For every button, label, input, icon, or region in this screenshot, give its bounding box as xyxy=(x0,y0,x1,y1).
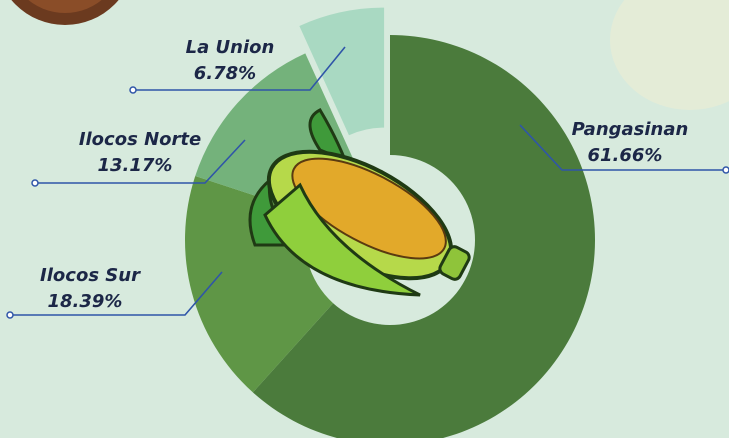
category-label: Ilocos Norte xyxy=(79,129,201,150)
leader-line xyxy=(133,46,346,91)
background-shape xyxy=(610,0,729,110)
leader-dot xyxy=(722,166,729,174)
labels: Pangasinan 61.66% Ilocos Sur 18.39% Ilocos N… xyxy=(6,37,729,319)
corn-illustration xyxy=(248,108,471,297)
leader-dot xyxy=(31,179,39,187)
leader-dot xyxy=(129,86,137,94)
leader-line xyxy=(35,139,246,184)
value-label: 61.66% xyxy=(588,145,663,166)
value-label: 13.17% xyxy=(98,155,173,176)
category-label: La Union xyxy=(186,37,275,58)
leader-line xyxy=(519,124,726,171)
category-label: Pangasinan xyxy=(572,119,689,140)
category-label: Ilocos Sur xyxy=(40,265,141,286)
decor-circle xyxy=(28,0,102,13)
value-label: 18.39% xyxy=(48,291,123,312)
value-label: 6.78% xyxy=(194,63,256,84)
leader-line xyxy=(10,271,223,316)
leader-dot xyxy=(6,311,14,319)
donut-segment xyxy=(252,35,595,438)
donut-segment xyxy=(299,7,385,136)
